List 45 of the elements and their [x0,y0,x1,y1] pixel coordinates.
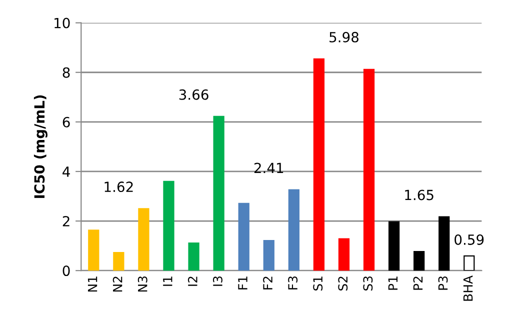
bar [313,58,324,271]
annotation: 1.62 [104,182,133,192]
bar [438,216,450,271]
x-tick-label: N1 [88,276,98,292]
annotation: 5.98 [330,32,358,42]
x-tick-label: F2 [263,276,272,290]
y-tick-label: 4 [62,166,70,177]
x-tick-label: P1 [388,276,398,290]
x-tick-label: S1 [313,276,323,291]
x-tick-label: N2 [112,276,122,292]
bar [238,202,250,271]
data-label: 0.59 [454,234,484,245]
bar [88,230,100,271]
bar [113,252,124,271]
bar [138,208,150,271]
x-tick-label: F3 [288,276,298,290]
bar [288,189,300,271]
y-tick-label: 10 [54,18,70,28]
annotation: 2.41 [254,162,284,174]
annotation: 1.65 [405,190,434,200]
bar [338,238,350,271]
x-tick-label: S2 [338,276,348,291]
annotation: 3.66 [179,89,208,100]
bar [213,116,224,271]
x-tick-label: N3 [138,276,148,292]
bar [464,255,475,271]
y-tick-label: 6 [62,116,70,128]
bar [414,250,425,271]
bar [163,180,174,271]
y-tick-label: 2 [62,216,70,226]
x-tick-label: BHA [463,276,473,301]
x-tick-label: I2 [188,276,198,286]
bar [363,68,375,271]
x-tick-label: I3 [212,276,222,286]
y-axis-title: IC50 (mg/mL) [34,95,48,198]
x-tick-label: P2 [413,276,423,290]
bar [388,221,400,271]
bar [188,242,200,271]
y-tick-label: 8 [62,67,70,78]
y-tick-label: 0 [62,266,70,276]
x-tick-label: I1 [163,276,172,286]
x-tick-label: P3 [438,276,448,290]
x-tick-label: F1 [238,276,248,290]
x-tick-label: S3 [363,276,373,291]
bar [263,240,274,271]
